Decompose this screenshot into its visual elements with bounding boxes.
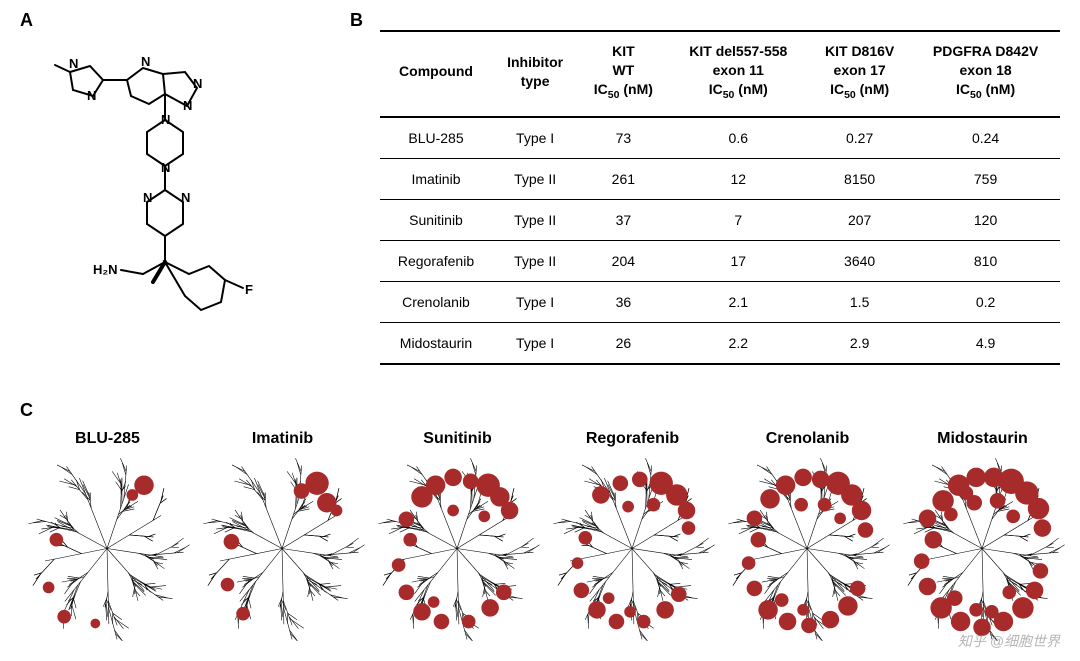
table-header-cell: Inhibitortype bbox=[492, 31, 578, 117]
table-cell: Crenolanib bbox=[380, 281, 492, 322]
table-cell: 207 bbox=[808, 199, 911, 240]
table-cell: 37 bbox=[578, 199, 668, 240]
kinome-tree: Regorafenib bbox=[550, 430, 715, 646]
kinome-tree: Crenolanib bbox=[725, 430, 890, 646]
kinome-tree-label: Crenolanib bbox=[725, 430, 890, 448]
table-cell: 0.6 bbox=[668, 117, 808, 159]
table-cell: 73 bbox=[578, 117, 668, 159]
table-cell: Regorafenib bbox=[380, 240, 492, 281]
svg-text:N: N bbox=[69, 56, 78, 71]
kinome-tree-row: BLU-285 Imatinib Sunitinib Regorafenib C… bbox=[25, 430, 1065, 646]
ic50-table: CompoundInhibitortypeKITWTIC50 (nM)KIT d… bbox=[380, 30, 1060, 365]
table-row: BLU-285Type I730.60.270.24 bbox=[380, 117, 1060, 159]
table-cell: 4.9 bbox=[911, 322, 1060, 364]
table-cell: 3640 bbox=[808, 240, 911, 281]
table-cell: 26 bbox=[578, 322, 668, 364]
watermark: 知乎 @细胞世界 bbox=[958, 631, 1060, 651]
table-cell: Type II bbox=[492, 158, 578, 199]
kinome-tree: Imatinib bbox=[200, 430, 365, 646]
svg-text:H₂N: H₂N bbox=[93, 262, 118, 277]
table-cell: 810 bbox=[911, 240, 1060, 281]
kinome-tree-label: Regorafenib bbox=[550, 430, 715, 448]
table-header-cell: PDGFRA D842Vexon 18IC50 (nM) bbox=[911, 31, 1060, 117]
svg-text:F: F bbox=[245, 282, 253, 297]
table-cell: 0.27 bbox=[808, 117, 911, 159]
kinome-tree-label: BLU-285 bbox=[25, 430, 190, 448]
table-row: SunitinibType II377207120 bbox=[380, 199, 1060, 240]
table-row: CrenolanibType I362.11.50.2 bbox=[380, 281, 1060, 322]
table-header-cell: KIT del557-558exon 11IC50 (nM) bbox=[668, 31, 808, 117]
kinome-tree: Midostaurin bbox=[900, 430, 1065, 646]
table-cell: 759 bbox=[911, 158, 1060, 199]
table-cell: 204 bbox=[578, 240, 668, 281]
table-row: MidostaurinType I262.22.94.9 bbox=[380, 322, 1060, 364]
table-cell: Midostaurin bbox=[380, 322, 492, 364]
svg-text:N: N bbox=[161, 160, 170, 175]
table-row: RegorafenibType II204173640810 bbox=[380, 240, 1060, 281]
table-header-cell: KITWTIC50 (nM) bbox=[578, 31, 668, 117]
table-cell: 1.5 bbox=[808, 281, 911, 322]
table-cell: 8150 bbox=[808, 158, 911, 199]
svg-text:N: N bbox=[183, 98, 192, 113]
svg-text:N: N bbox=[181, 190, 190, 205]
table-header-cell: KIT D816Vexon 17IC50 (nM) bbox=[808, 31, 911, 117]
svg-text:N: N bbox=[141, 54, 150, 69]
svg-text:N: N bbox=[161, 112, 170, 127]
table-cell: 261 bbox=[578, 158, 668, 199]
table-cell: Type II bbox=[492, 199, 578, 240]
table-cell: 120 bbox=[911, 199, 1060, 240]
table-cell: 2.2 bbox=[668, 322, 808, 364]
table-cell: 7 bbox=[668, 199, 808, 240]
table-header-cell: Compound bbox=[380, 31, 492, 117]
table-cell: 2.9 bbox=[808, 322, 911, 364]
table-cell: BLU-285 bbox=[380, 117, 492, 159]
table-cell: 2.1 bbox=[668, 281, 808, 322]
kinome-tree-label: Sunitinib bbox=[375, 430, 540, 448]
kinome-tree: Sunitinib bbox=[375, 430, 540, 646]
table-cell: Imatinib bbox=[380, 158, 492, 199]
table-cell: Type I bbox=[492, 117, 578, 159]
panel-c-label: C bbox=[20, 400, 33, 421]
svg-text:N: N bbox=[193, 76, 202, 91]
table-cell: 36 bbox=[578, 281, 668, 322]
panel-a-label: A bbox=[20, 10, 33, 31]
svg-text:N: N bbox=[143, 190, 152, 205]
kinome-tree-label: Imatinib bbox=[200, 430, 365, 448]
kinome-tree: BLU-285 bbox=[25, 430, 190, 646]
table-cell: 0.24 bbox=[911, 117, 1060, 159]
table-cell: 17 bbox=[668, 240, 808, 281]
svg-text:N: N bbox=[87, 88, 96, 103]
table-cell: Type I bbox=[492, 281, 578, 322]
panel-b-label: B bbox=[350, 10, 363, 31]
table-cell: 12 bbox=[668, 158, 808, 199]
table-cell: Sunitinib bbox=[380, 199, 492, 240]
table-row: ImatinibType II261128150759 bbox=[380, 158, 1060, 199]
table-cell: 0.2 bbox=[911, 281, 1060, 322]
table-cell: Type I bbox=[492, 322, 578, 364]
chemical-structure: N N N N N N N N N H₂N F bbox=[35, 30, 285, 380]
kinome-tree-label: Midostaurin bbox=[900, 430, 1065, 448]
table-cell: Type II bbox=[492, 240, 578, 281]
